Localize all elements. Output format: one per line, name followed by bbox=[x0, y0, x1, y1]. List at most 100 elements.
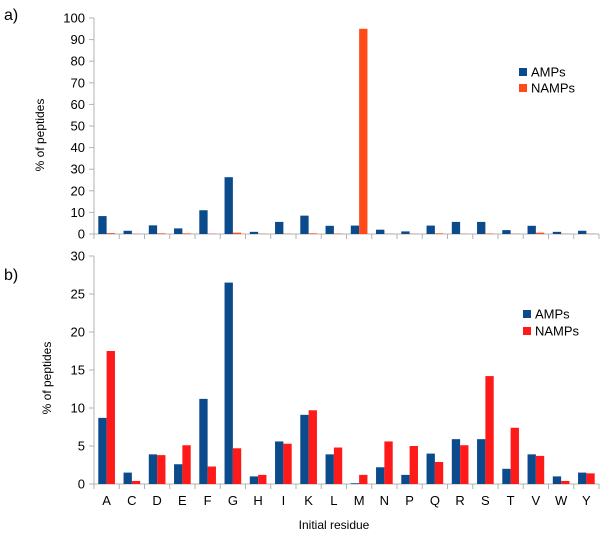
bar-amps-I bbox=[275, 441, 284, 484]
x-tick-label: C bbox=[127, 493, 136, 508]
x-tick-label: L bbox=[330, 493, 337, 508]
x-tick-label: V bbox=[532, 493, 541, 508]
y-tick-label: 50 bbox=[71, 119, 85, 134]
panel-b: b) % of peptides Initial residue 0 5 10 15 2… bbox=[4, 249, 600, 532]
bar-amps-Y bbox=[578, 472, 587, 484]
legend-label-namps: NAMPs bbox=[535, 324, 580, 339]
x-tick-label: G bbox=[228, 493, 238, 508]
x-tick-label: H bbox=[253, 493, 262, 508]
x-tick-label: N bbox=[380, 493, 389, 508]
bar-amps-Q bbox=[426, 453, 435, 484]
bar-namps-E bbox=[182, 445, 191, 484]
x-tick-label: Y bbox=[582, 493, 591, 508]
bar-amps-C bbox=[123, 230, 132, 234]
bar-amps-Q bbox=[426, 225, 435, 234]
bar-namps-P bbox=[409, 446, 418, 484]
bar-amps-I bbox=[275, 221, 284, 234]
bar-namps-N bbox=[384, 441, 393, 484]
y-tick-label: 90 bbox=[71, 32, 85, 47]
bar-namps-G bbox=[232, 232, 242, 234]
x-tick-label: E bbox=[178, 493, 187, 508]
bar-amps-L bbox=[325, 454, 334, 484]
bar-namps-K bbox=[308, 410, 317, 484]
bar-amps-D bbox=[148, 454, 158, 484]
bar-namps-A bbox=[106, 233, 115, 234]
legend-label-namps: NAMPs bbox=[531, 81, 576, 96]
x-tick-label: R bbox=[455, 493, 464, 508]
bar-amps-E bbox=[174, 464, 183, 484]
bar-namps-C bbox=[131, 480, 141, 484]
bar-amps-G bbox=[224, 177, 233, 234]
bar-amps-R bbox=[451, 439, 461, 484]
bar-amps-V bbox=[527, 454, 536, 484]
x-tick-label: Q bbox=[430, 493, 440, 508]
bar-namps-E bbox=[182, 233, 191, 234]
bar-amps-A bbox=[98, 417, 107, 484]
x-tick-label: I bbox=[282, 493, 286, 508]
bar-namps-Q bbox=[434, 233, 444, 234]
bar-amps-H bbox=[249, 231, 259, 234]
x-tick-label: F bbox=[204, 493, 212, 508]
x-tick-label: M bbox=[354, 493, 365, 508]
bar-amps-D bbox=[148, 225, 158, 234]
bar-amps-W bbox=[552, 231, 562, 234]
legend-label-amps: AMPs bbox=[535, 307, 570, 322]
bar-amps-T bbox=[502, 230, 511, 234]
bar-amps-S bbox=[477, 439, 486, 484]
bar-namps-S bbox=[485, 376, 494, 484]
legend-swatch-namps bbox=[519, 84, 527, 92]
x-tick-label: A bbox=[102, 493, 111, 508]
y-tick-label: 30 bbox=[71, 162, 85, 177]
y-tick-label: 0 bbox=[78, 477, 85, 492]
y-tick-label: 30 bbox=[71, 249, 85, 264]
y-tick-label: 20 bbox=[71, 183, 85, 198]
x-tick-label: T bbox=[507, 493, 515, 508]
y-tick-label: 25 bbox=[71, 287, 85, 302]
y-tick-label: 20 bbox=[71, 325, 85, 340]
y-axis-label-b: % of peptides bbox=[40, 342, 54, 415]
bar-amps-F bbox=[199, 398, 208, 484]
y-tick-label: 10 bbox=[71, 205, 85, 220]
bar-amps-V bbox=[527, 225, 536, 234]
bar-namps-K bbox=[308, 233, 317, 234]
y-tick-label: 0 bbox=[78, 227, 85, 242]
x-tick-label: D bbox=[152, 493, 161, 508]
x-tick-label: P bbox=[405, 493, 414, 508]
x-tick-label: K bbox=[304, 493, 313, 508]
y-axis-label-a: % of peptides bbox=[33, 99, 47, 172]
bar-namps-D bbox=[157, 233, 166, 234]
bar-amps-F bbox=[199, 210, 208, 234]
bar-amps-C bbox=[123, 472, 132, 484]
bar-amps-N bbox=[376, 229, 385, 234]
bar-amps-E bbox=[174, 228, 183, 234]
y-tick-label: 40 bbox=[71, 140, 85, 155]
bar-amps-P bbox=[401, 474, 410, 484]
bar-namps-Q bbox=[434, 461, 444, 484]
panel-a: a) % of peptides 0 10 20 30 40 50 60 70 80 90 100 A… bbox=[4, 7, 600, 242]
y-tick-label: 60 bbox=[71, 97, 85, 112]
legend-swatch-amps bbox=[523, 310, 531, 318]
y-tick-label: 80 bbox=[71, 54, 85, 69]
bar-amps-K bbox=[300, 414, 309, 484]
x-axis-label: Initial residue bbox=[299, 518, 370, 532]
panel-label-b: b) bbox=[4, 267, 18, 284]
bar-namps-R bbox=[460, 445, 469, 484]
bar-namps-V bbox=[535, 232, 545, 234]
y-tick-label: 5 bbox=[78, 439, 85, 454]
bar-namps-G bbox=[232, 448, 242, 484]
bar-amps-G bbox=[224, 282, 233, 484]
bar-namps-Y bbox=[586, 473, 595, 484]
bar-namps-W bbox=[561, 480, 570, 484]
bar-amps-H bbox=[249, 476, 259, 484]
y-tick-label: 70 bbox=[71, 75, 85, 90]
bar-namps-F bbox=[207, 466, 216, 484]
bar-namps-H bbox=[258, 474, 267, 484]
bar-amps-N bbox=[376, 467, 385, 484]
bar-namps-T bbox=[510, 427, 519, 484]
bar-amps-A bbox=[98, 216, 107, 234]
bar-amps-L bbox=[325, 225, 334, 234]
bar-namps-D bbox=[157, 455, 166, 484]
legend-label-amps: AMPs bbox=[531, 65, 566, 80]
bar-amps-Y bbox=[578, 230, 587, 234]
